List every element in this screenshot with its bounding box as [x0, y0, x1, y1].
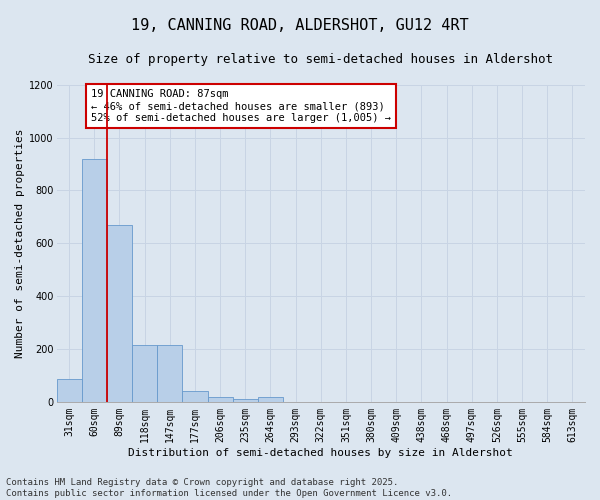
Bar	[258, 396, 283, 402]
Title: Size of property relative to semi-detached houses in Aldershot: Size of property relative to semi-detach…	[88, 52, 553, 66]
Bar	[82, 158, 107, 402]
Bar	[157, 345, 182, 402]
Bar	[182, 392, 208, 402]
Text: 19 CANNING ROAD: 87sqm
← 46% of semi-detached houses are smaller (893)
52% of se: 19 CANNING ROAD: 87sqm ← 46% of semi-det…	[91, 90, 391, 122]
X-axis label: Distribution of semi-detached houses by size in Aldershot: Distribution of semi-detached houses by …	[128, 448, 513, 458]
Text: 19, CANNING ROAD, ALDERSHOT, GU12 4RT: 19, CANNING ROAD, ALDERSHOT, GU12 4RT	[131, 18, 469, 32]
Bar	[56, 380, 82, 402]
Text: Contains HM Land Registry data © Crown copyright and database right 2025.
Contai: Contains HM Land Registry data © Crown c…	[6, 478, 452, 498]
Bar	[233, 399, 258, 402]
Bar	[107, 225, 132, 402]
Y-axis label: Number of semi-detached properties: Number of semi-detached properties	[15, 128, 25, 358]
Bar	[208, 396, 233, 402]
Bar	[132, 345, 157, 402]
